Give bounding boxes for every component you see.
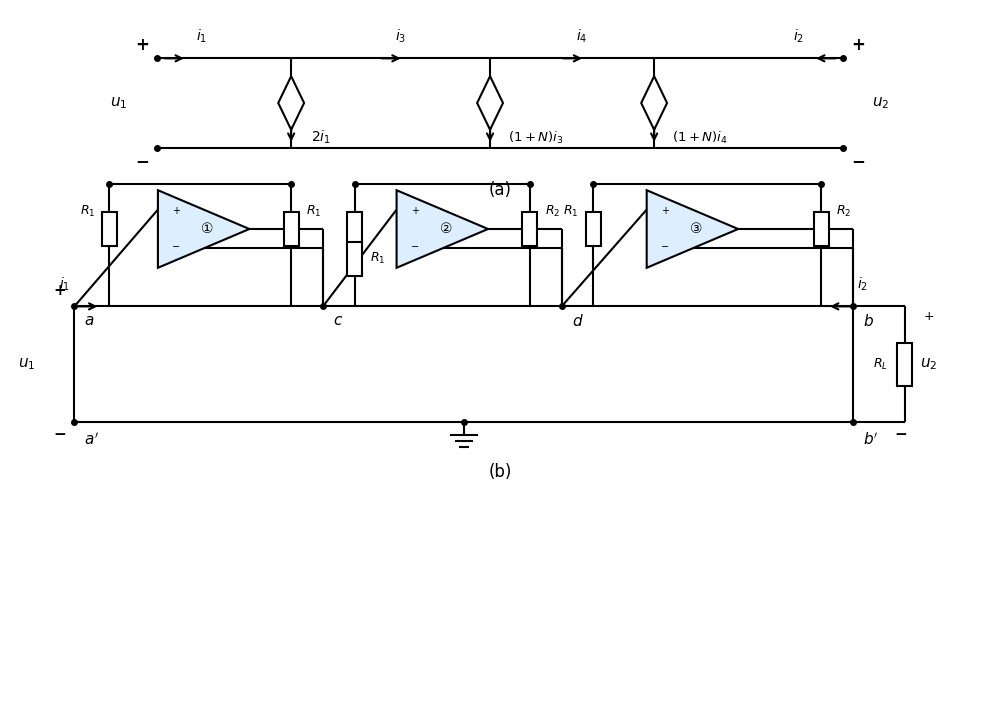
Text: +: +	[53, 284, 66, 299]
Text: $u_1$: $u_1$	[110, 95, 128, 111]
Text: (a): (a)	[489, 181, 512, 199]
Text: −: −	[411, 242, 419, 252]
Text: $u_2$: $u_2$	[872, 95, 890, 111]
Bar	[814, 212, 829, 246]
Text: $R_L$: $R_L$	[873, 357, 888, 372]
Text: $i_1$: $i_1$	[59, 276, 70, 294]
Text: −: −	[135, 151, 149, 170]
Text: $b$: $b$	[863, 314, 874, 329]
Text: +: +	[172, 205, 180, 215]
Text: $i_1$: $i_1$	[196, 28, 207, 46]
Text: $i_2$: $i_2$	[793, 28, 804, 46]
Bar	[586, 212, 601, 246]
Text: $b'$: $b'$	[863, 432, 879, 448]
Text: $a$: $a$	[84, 314, 95, 328]
Bar	[347, 242, 362, 276]
Text: $R_2$: $R_2$	[836, 203, 852, 219]
Text: $R_2$: $R_2$	[545, 203, 560, 219]
Text: ③: ③	[690, 222, 703, 236]
Text: +: +	[923, 311, 934, 324]
Text: $(1+N)i_3$: $(1+N)i_3$	[508, 129, 564, 146]
Text: $i_3$: $i_3$	[395, 28, 406, 46]
Text: −: −	[53, 427, 66, 442]
Polygon shape	[647, 191, 738, 268]
Text: (b): (b)	[488, 463, 512, 481]
Text: $R_1$: $R_1$	[80, 203, 95, 219]
Text: $u_2$: $u_2$	[920, 357, 937, 373]
Bar	[284, 212, 299, 246]
Text: $2i_1$: $2i_1$	[311, 129, 331, 146]
Bar	[897, 343, 912, 386]
Text: −: −	[172, 242, 180, 252]
Text: −: −	[894, 427, 907, 442]
Text: $R_1$: $R_1$	[306, 203, 322, 219]
Text: −: −	[661, 242, 669, 252]
Text: $d$: $d$	[572, 314, 583, 329]
Text: $u_1$: $u_1$	[18, 357, 35, 373]
Polygon shape	[397, 191, 488, 268]
Bar	[102, 212, 117, 246]
Text: $i_2$: $i_2$	[857, 276, 869, 294]
Text: −: −	[851, 151, 865, 170]
Text: ①: ①	[201, 222, 214, 236]
Bar	[347, 212, 362, 246]
Text: $R_1$: $R_1$	[563, 203, 578, 219]
Text: $(1+N)i_4$: $(1+N)i_4$	[672, 129, 728, 146]
Bar	[522, 212, 537, 246]
Text: $R_1$: $R_1$	[370, 251, 385, 267]
Text: ②: ②	[440, 222, 453, 236]
Text: +: +	[135, 36, 149, 54]
Text: +: +	[411, 205, 419, 215]
Text: $a'$: $a'$	[84, 432, 99, 448]
Polygon shape	[158, 191, 249, 268]
Text: +: +	[851, 36, 865, 54]
Text: $c$: $c$	[333, 314, 343, 328]
Text: $i_4$: $i_4$	[576, 28, 588, 46]
Text: +: +	[661, 205, 669, 215]
